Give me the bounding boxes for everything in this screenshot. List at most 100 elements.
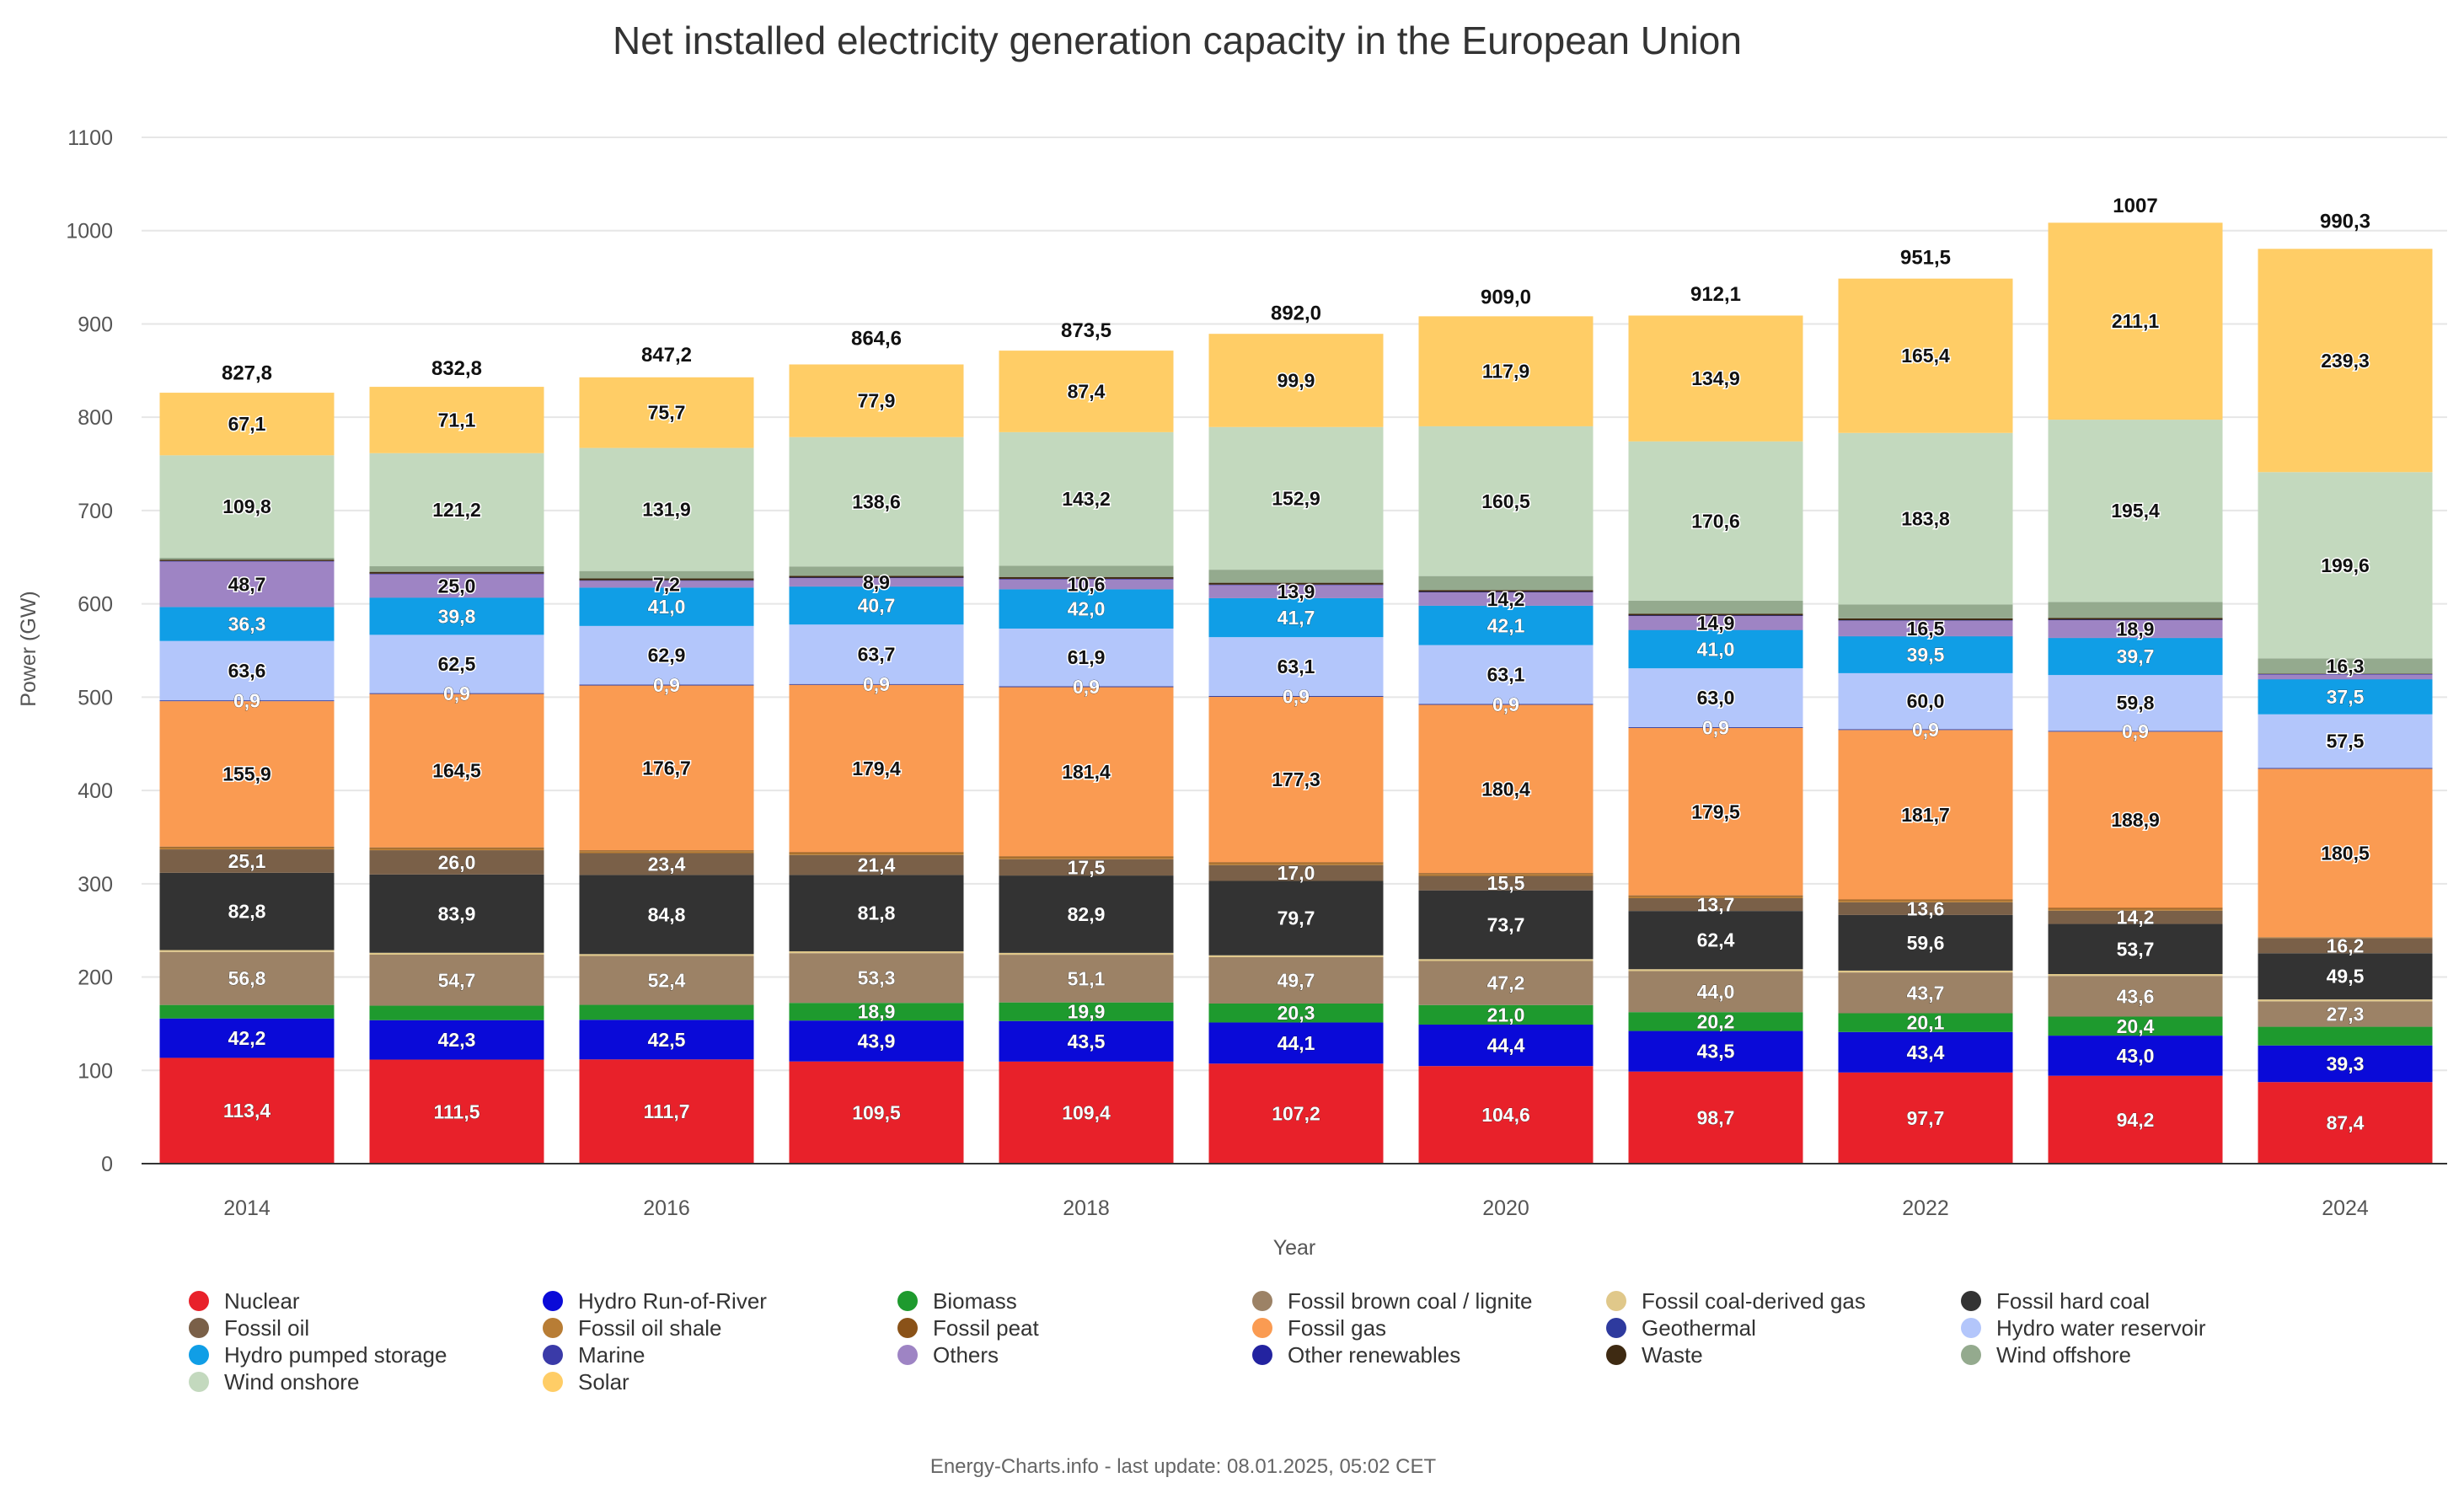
y-tick-label: 800 bbox=[78, 406, 113, 430]
bar-segment bbox=[2258, 674, 2433, 679]
legend-item[interactable]: Other renewables bbox=[1252, 1342, 1460, 1368]
legend-item[interactable]: Fossil oil shale bbox=[543, 1315, 722, 1341]
segment-label: 0,9 bbox=[1073, 676, 1100, 698]
total-label: 892,0 bbox=[1271, 302, 1321, 324]
legend-item[interactable]: Hydro water reservoir bbox=[1961, 1315, 2206, 1341]
segment-label: 138,6 bbox=[852, 491, 901, 513]
segment-label: 179,4 bbox=[852, 758, 901, 779]
segment-label: 44,0 bbox=[1697, 981, 1735, 1003]
legend-item[interactable]: Fossil peat bbox=[897, 1315, 1039, 1341]
bar-segment bbox=[789, 436, 964, 567]
legend-item[interactable]: Hydro Run-of-River bbox=[543, 1288, 767, 1314]
bar-segment bbox=[1838, 618, 2013, 621]
segment-label: 17,5 bbox=[1068, 856, 1106, 878]
legend-item[interactable]: Nuclear bbox=[189, 1288, 300, 1314]
legend-item[interactable]: Hydro pumped storage bbox=[189, 1342, 447, 1368]
bar-segment bbox=[999, 1020, 1174, 1062]
legend-item[interactable]: Marine bbox=[543, 1342, 645, 1368]
segment-label: 155,9 bbox=[222, 763, 271, 784]
segment-label: 15,5 bbox=[1487, 872, 1525, 894]
legend-label: Other renewables bbox=[1288, 1342, 1460, 1368]
segment-label: 87,4 bbox=[2327, 1112, 2365, 1134]
segment-label: 36,3 bbox=[228, 613, 266, 635]
y-tick-label: 300 bbox=[78, 873, 113, 897]
total-label: 847,2 bbox=[641, 344, 692, 367]
bar-segment bbox=[2048, 620, 2223, 638]
bar-segment bbox=[369, 1020, 544, 1060]
x-axis-title: Year bbox=[1273, 1236, 1316, 1260]
legend-swatch bbox=[543, 1318, 563, 1338]
y-tick-label: 100 bbox=[78, 1059, 113, 1083]
segment-label: 63,7 bbox=[858, 643, 896, 665]
total-label: 832,8 bbox=[431, 357, 482, 380]
bar-segment bbox=[1208, 585, 1384, 598]
bar-segment bbox=[1838, 970, 2013, 973]
segment-label: 59,8 bbox=[2117, 692, 2155, 714]
legend-item[interactable]: Waste bbox=[1606, 1342, 1703, 1368]
segment-label: 20,4 bbox=[2117, 1015, 2155, 1037]
segment-label: 53,7 bbox=[2117, 938, 2155, 960]
y-tick-label: 900 bbox=[78, 313, 113, 336]
bar-segment bbox=[1208, 426, 1384, 570]
bar-segment bbox=[789, 953, 964, 1004]
legend-label: Geothermal bbox=[1642, 1315, 1756, 1341]
bar-segment bbox=[1208, 584, 1384, 586]
segment-label: 107,2 bbox=[1272, 1103, 1320, 1125]
bar-segment bbox=[369, 952, 544, 955]
legend-item[interactable]: Solar bbox=[543, 1369, 629, 1395]
segment-label: 62,9 bbox=[648, 645, 686, 667]
bar-segment bbox=[1208, 597, 1384, 638]
bar-segment bbox=[2048, 1036, 2223, 1076]
bar-segment bbox=[369, 574, 544, 598]
bar-segment bbox=[1628, 613, 1803, 616]
total-label: 990,3 bbox=[2320, 210, 2370, 233]
segment-label: 111,7 bbox=[643, 1100, 689, 1122]
segment-label: 16,3 bbox=[2327, 655, 2365, 677]
bar-segment bbox=[789, 624, 964, 684]
legend-item[interactable]: Others bbox=[897, 1342, 999, 1368]
bar-segment bbox=[579, 570, 754, 579]
bar-segment bbox=[159, 1057, 335, 1164]
segment-label: 13,9 bbox=[1278, 581, 1315, 602]
legend-item[interactable]: Fossil gas bbox=[1252, 1315, 1386, 1341]
bar-segment bbox=[1838, 914, 2013, 971]
legend-label: Others bbox=[933, 1342, 999, 1368]
bar-segment bbox=[1628, 911, 1803, 970]
segment-label: 131,9 bbox=[642, 499, 691, 521]
segment-label: 195,4 bbox=[2111, 500, 2160, 522]
bar-segment bbox=[2258, 937, 2433, 938]
legend-item[interactable]: Fossil hard coal bbox=[1961, 1288, 2150, 1314]
bar-segment bbox=[1838, 1072, 2013, 1164]
segment-label: 94,2 bbox=[2117, 1109, 2155, 1131]
y-tick-label: 1100 bbox=[67, 126, 113, 150]
bar-segment bbox=[369, 850, 544, 875]
legend-item[interactable]: Wind onshore bbox=[189, 1369, 359, 1395]
bar-segment bbox=[159, 455, 335, 558]
segment-label: 0,9 bbox=[443, 683, 470, 704]
bar-segment bbox=[1628, 315, 1803, 442]
bar-segment bbox=[999, 431, 1174, 566]
legend-item[interactable]: Geothermal bbox=[1606, 1315, 1756, 1341]
segment-label: 180,4 bbox=[1481, 778, 1530, 800]
bar-segment bbox=[789, 566, 964, 576]
legend-item[interactable]: Biomass bbox=[897, 1288, 1017, 1314]
segment-label: 8,9 bbox=[863, 571, 890, 593]
segment-label: 20,1 bbox=[1907, 1012, 1945, 1034]
y-tick-label: 700 bbox=[78, 500, 113, 523]
bar-segment bbox=[579, 587, 754, 626]
bar-segment bbox=[369, 954, 544, 1006]
bar-segment bbox=[2258, 1026, 2433, 1046]
bar-segment bbox=[1628, 1031, 1803, 1072]
bar-segment bbox=[1838, 1031, 2013, 1073]
legend-item[interactable]: Fossil coal-derived gas bbox=[1606, 1288, 1866, 1314]
bar-segment bbox=[369, 566, 544, 572]
legend-item[interactable]: Fossil oil bbox=[189, 1315, 309, 1341]
legend-item[interactable]: Wind offshore bbox=[1961, 1342, 2131, 1368]
bar-segment bbox=[1208, 1003, 1384, 1023]
bar-segment bbox=[1418, 1066, 1594, 1164]
legend-item[interactable]: Fossil brown coal / lignite bbox=[1252, 1288, 1532, 1314]
bar-segment bbox=[1418, 592, 1594, 606]
segment-label: 75,7 bbox=[648, 402, 686, 424]
legend-label: Nuclear bbox=[224, 1288, 300, 1314]
y-axis-title: Power (GW) bbox=[17, 591, 40, 707]
